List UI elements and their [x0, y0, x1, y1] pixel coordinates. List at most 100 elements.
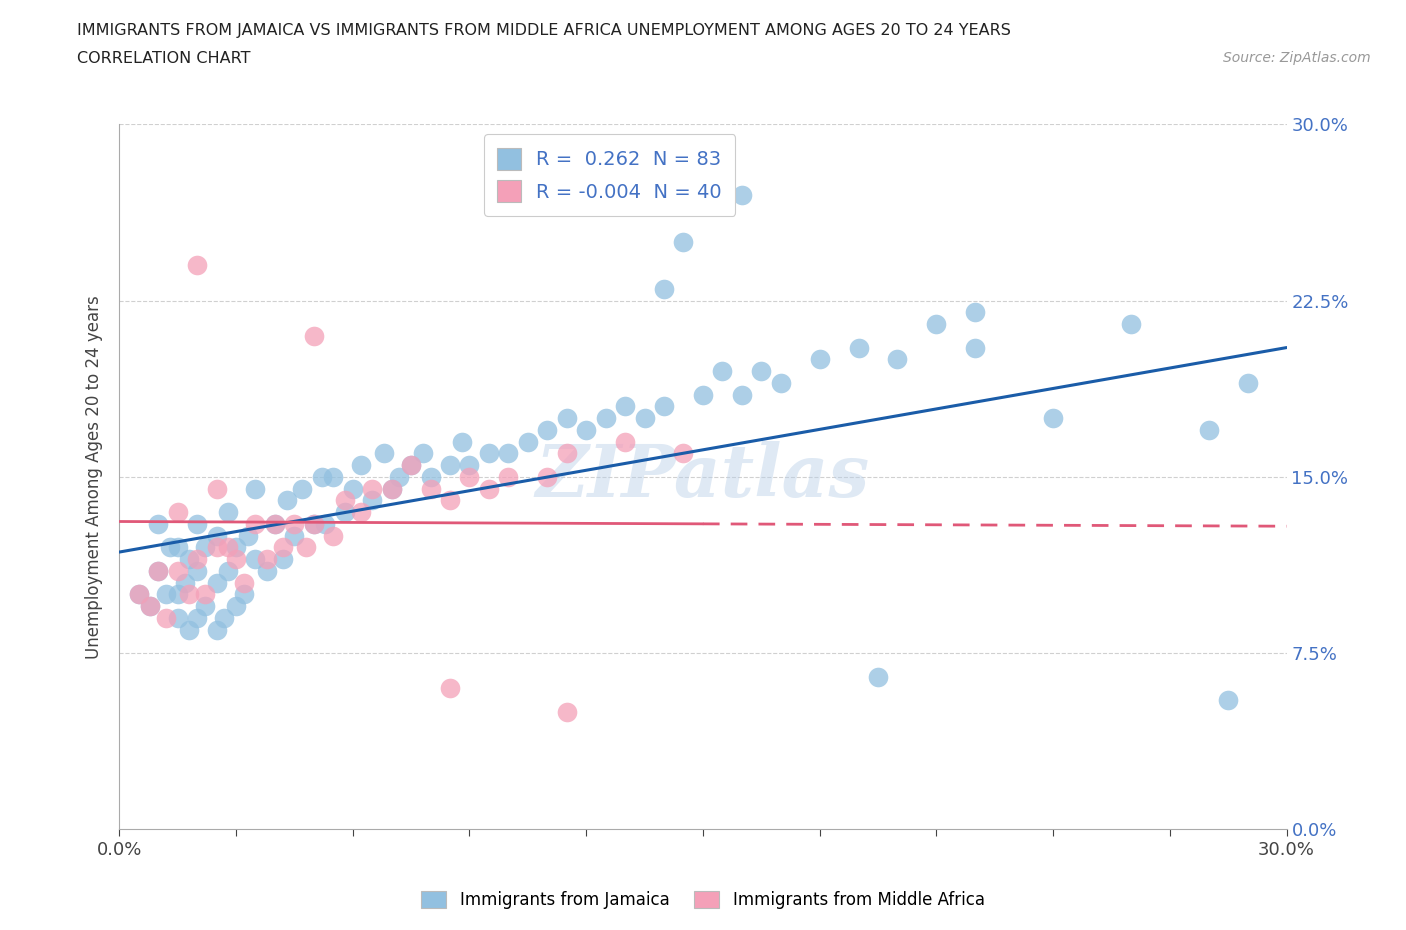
- Point: [256, 551, 278, 566]
- Point: [179, 551, 201, 566]
- Point: [186, 610, 208, 625]
- Point: [866, 670, 889, 684]
- Point: [186, 551, 208, 566]
- Point: [614, 434, 637, 449]
- Point: [711, 364, 734, 379]
- Point: [128, 587, 150, 602]
- Point: [925, 316, 948, 331]
- Point: [205, 528, 228, 543]
- Point: [672, 445, 695, 460]
- Point: [148, 564, 170, 578]
- Point: [217, 540, 239, 555]
- Text: IMMIGRANTS FROM JAMAICA VS IMMIGRANTS FROM MIDDLE AFRICA UNEMPLOYMENT AMONG AGES: IMMIGRANTS FROM JAMAICA VS IMMIGRANTS FR…: [77, 23, 1011, 38]
- Point: [139, 599, 162, 614]
- Point: [478, 445, 501, 460]
- Point: [419, 481, 441, 496]
- Point: [315, 516, 337, 531]
- Point: [361, 493, 384, 508]
- Point: [498, 445, 520, 460]
- Point: [333, 505, 356, 520]
- Point: [322, 470, 344, 485]
- Point: [225, 551, 247, 566]
- Point: [555, 411, 578, 426]
- Point: [614, 399, 637, 414]
- Point: [478, 481, 501, 496]
- Point: [349, 505, 371, 520]
- Legend: Immigrants from Jamaica, Immigrants from Middle Africa: Immigrants from Jamaica, Immigrants from…: [413, 883, 993, 917]
- Text: Source: ZipAtlas.com: Source: ZipAtlas.com: [1223, 51, 1371, 65]
- Point: [166, 505, 188, 520]
- Point: [692, 387, 714, 402]
- Point: [361, 481, 384, 496]
- Point: [166, 564, 188, 578]
- Point: [322, 528, 344, 543]
- Point: [174, 575, 197, 590]
- Point: [245, 481, 267, 496]
- Point: [264, 516, 287, 531]
- Point: [194, 587, 217, 602]
- Point: [848, 340, 870, 355]
- Point: [128, 587, 150, 602]
- Point: [245, 516, 267, 531]
- Point: [965, 305, 987, 320]
- Point: [450, 434, 472, 449]
- Point: [302, 328, 325, 343]
- Point: [373, 445, 395, 460]
- Point: [381, 481, 404, 496]
- Point: [731, 387, 754, 402]
- Point: [749, 364, 772, 379]
- Point: [194, 540, 217, 555]
- Point: [555, 704, 578, 719]
- Point: [155, 587, 177, 602]
- Point: [886, 352, 908, 366]
- Point: [555, 445, 578, 460]
- Point: [217, 564, 239, 578]
- Point: [205, 540, 228, 555]
- Point: [412, 445, 434, 460]
- Point: [264, 516, 287, 531]
- Point: [769, 376, 792, 391]
- Point: [536, 422, 558, 437]
- Point: [1042, 411, 1064, 426]
- Y-axis label: Unemployment Among Ages 20 to 24 years: Unemployment Among Ages 20 to 24 years: [86, 295, 103, 658]
- Point: [256, 564, 278, 578]
- Point: [652, 399, 675, 414]
- Point: [731, 187, 754, 202]
- Point: [205, 481, 228, 496]
- Point: [271, 551, 294, 566]
- Point: [232, 587, 254, 602]
- Point: [302, 516, 325, 531]
- Point: [536, 470, 558, 485]
- Point: [166, 540, 188, 555]
- Point: [1119, 316, 1142, 331]
- Point: [388, 470, 411, 485]
- Point: [214, 610, 236, 625]
- Point: [555, 153, 578, 167]
- Point: [179, 587, 201, 602]
- Point: [225, 540, 247, 555]
- Point: [205, 622, 228, 637]
- Point: [965, 340, 987, 355]
- Point: [652, 282, 675, 297]
- Point: [186, 516, 208, 531]
- Point: [808, 352, 831, 366]
- Point: [439, 458, 461, 472]
- Point: [283, 516, 305, 531]
- Point: [595, 411, 617, 426]
- Point: [439, 681, 461, 696]
- Point: [166, 610, 188, 625]
- Point: [236, 528, 259, 543]
- Point: [349, 458, 371, 472]
- Point: [159, 540, 181, 555]
- Point: [439, 493, 461, 508]
- Point: [1236, 376, 1258, 391]
- Text: CORRELATION CHART: CORRELATION CHART: [77, 51, 250, 66]
- Point: [194, 599, 217, 614]
- Point: [458, 458, 481, 472]
- Point: [1218, 693, 1240, 708]
- Point: [186, 564, 208, 578]
- Point: [179, 622, 201, 637]
- Point: [458, 470, 481, 485]
- Point: [232, 575, 254, 590]
- Point: [283, 528, 305, 543]
